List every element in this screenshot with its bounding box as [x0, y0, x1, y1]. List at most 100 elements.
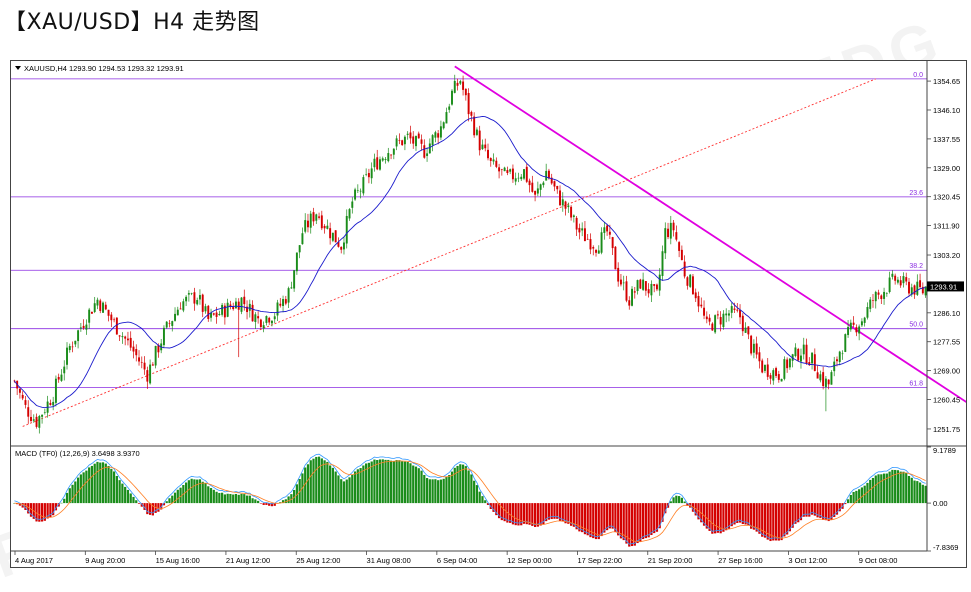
candle-body: [683, 261, 686, 277]
macd-bar: [747, 503, 750, 526]
candle-body: [151, 364, 154, 366]
time-tick-label: 9 Oct 08:00: [859, 556, 898, 565]
candle-body: [473, 116, 476, 136]
macd-bar: [531, 503, 534, 526]
macd-bar: [196, 479, 199, 504]
candle-body: [830, 372, 833, 385]
macd-bar: [54, 503, 58, 511]
macd-bar: [245, 495, 249, 504]
macd-bar: [65, 492, 69, 504]
candle-body: [243, 296, 246, 305]
candle-body: [528, 180, 531, 186]
macd-bar: [611, 503, 614, 529]
macd-bar: [146, 503, 149, 515]
candle-body: [550, 177, 553, 184]
macd-bar: [148, 503, 152, 515]
macd-bar: [112, 471, 116, 504]
macd-bar: [545, 503, 548, 522]
candle-body: [74, 340, 77, 345]
candle-body: [293, 270, 296, 289]
macd-bar: [633, 503, 636, 546]
macd-bar: [625, 503, 628, 544]
macd-bar: [869, 479, 872, 504]
macd-bar: [567, 503, 570, 524]
macd-bar: [101, 462, 105, 504]
candle-body: [564, 201, 567, 209]
candle-body: [727, 313, 730, 316]
macd-bar: [38, 503, 41, 522]
candle-body: [110, 314, 113, 321]
macd-bar: [744, 503, 747, 525]
macd-bar: [140, 503, 143, 507]
chart-frame: 0.0 23.6 38.2 50.0 61.8 XAUUSD,H4 1293.90 129…: [10, 60, 971, 568]
candle-body: [406, 133, 409, 135]
candle-body: [891, 273, 894, 277]
macd-bar: [467, 470, 470, 504]
macd-bar: [176, 489, 179, 504]
macd-bar: [207, 486, 210, 504]
price-tick-label: 1354.65: [933, 77, 960, 86]
candle-body: [517, 177, 520, 179]
candle-body: [57, 376, 60, 380]
candle-body: [597, 250, 600, 254]
candle-body: [442, 122, 445, 129]
candle-body: [880, 295, 883, 300]
candle-body: [431, 135, 434, 146]
candle-body: [41, 414, 44, 417]
macd-bar: [639, 503, 642, 542]
candle-body: [38, 416, 41, 428]
macd-bar: [711, 503, 714, 534]
candle-body: [885, 293, 888, 294]
candle-body: [877, 292, 880, 295]
macd-bar: [511, 503, 515, 525]
candle-body: [489, 158, 492, 161]
candle-body: [279, 303, 282, 306]
macd-bar: [60, 502, 63, 504]
candle-body: [171, 321, 174, 326]
candle-body: [772, 370, 775, 381]
candle-body: [226, 302, 229, 317]
candle-body: [102, 302, 104, 313]
candle-body: [79, 327, 82, 329]
candle-body: [190, 293, 193, 294]
macd-bar: [680, 497, 683, 504]
macd-bar: [730, 503, 733, 527]
candle-body: [290, 287, 293, 289]
macd-bar: [270, 503, 274, 507]
macd-bar: [82, 472, 85, 504]
candle-body: [478, 130, 481, 151]
time-tick-label: 25 Aug 12:00: [296, 556, 340, 565]
macd-bar: [774, 503, 778, 541]
macd-bar: [738, 503, 742, 523]
candle-body: [268, 317, 271, 323]
price-tag-label: 1293.91: [930, 282, 957, 291]
macd-bar: [605, 503, 609, 531]
macd-bar: [905, 472, 908, 504]
macd-bar: [439, 479, 443, 504]
candle-body: [456, 82, 459, 86]
candle-body: [730, 306, 733, 313]
macd-bar: [137, 503, 141, 504]
macd-bar: [126, 489, 130, 504]
candle-body: [595, 249, 597, 253]
macd-bar: [193, 479, 196, 504]
candle-body: [628, 300, 631, 306]
candle-body: [329, 228, 332, 239]
candle-body: [118, 335, 121, 337]
candle-body: [669, 222, 672, 239]
macd-bar: [786, 503, 789, 535]
macd-bar: [257, 500, 260, 504]
candle-body: [811, 352, 814, 364]
macd-bar: [27, 503, 30, 514]
macd-bar: [99, 462, 102, 504]
candle-body: [761, 360, 764, 373]
macd-bar: [18, 503, 22, 506]
macd-bar: [913, 480, 916, 504]
candle-body: [132, 346, 135, 352]
main-price-pane: 0.0 23.6 38.2 50.0 61.8 XAUUSD,H4 1293.90 129…: [11, 64, 971, 434]
candle-body: [451, 90, 453, 105]
macd-bar: [833, 503, 836, 518]
macd-bar: [378, 459, 382, 504]
macd-bar: [401, 461, 404, 504]
macd-bar: [209, 488, 213, 504]
